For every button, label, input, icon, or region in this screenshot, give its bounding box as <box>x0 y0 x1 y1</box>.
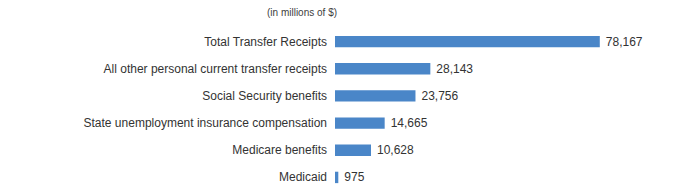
svg-text:14,665: 14,665 <box>391 116 428 130</box>
svg-text:10,628: 10,628 <box>377 143 414 157</box>
svg-text:(in millions of $): (in millions of $) <box>267 7 337 18</box>
svg-text:Social Security benefits: Social Security benefits <box>202 89 327 103</box>
svg-text:Medicare benefits: Medicare benefits <box>232 143 327 157</box>
svg-text:975: 975 <box>344 170 364 184</box>
svg-text:23,756: 23,756 <box>421 89 458 103</box>
svg-text:Total Transfer Receipts: Total Transfer Receipts <box>204 35 327 49</box>
svg-text:State unemployment insurance c: State unemployment insurance compensatio… <box>84 116 327 130</box>
svg-text:Medicaid: Medicaid <box>279 170 327 184</box>
svg-text:28,143: 28,143 <box>436 62 473 76</box>
svg-text:All other personal current tra: All other personal current transfer rece… <box>104 62 327 76</box>
svg-text:78,167: 78,167 <box>606 35 643 49</box>
